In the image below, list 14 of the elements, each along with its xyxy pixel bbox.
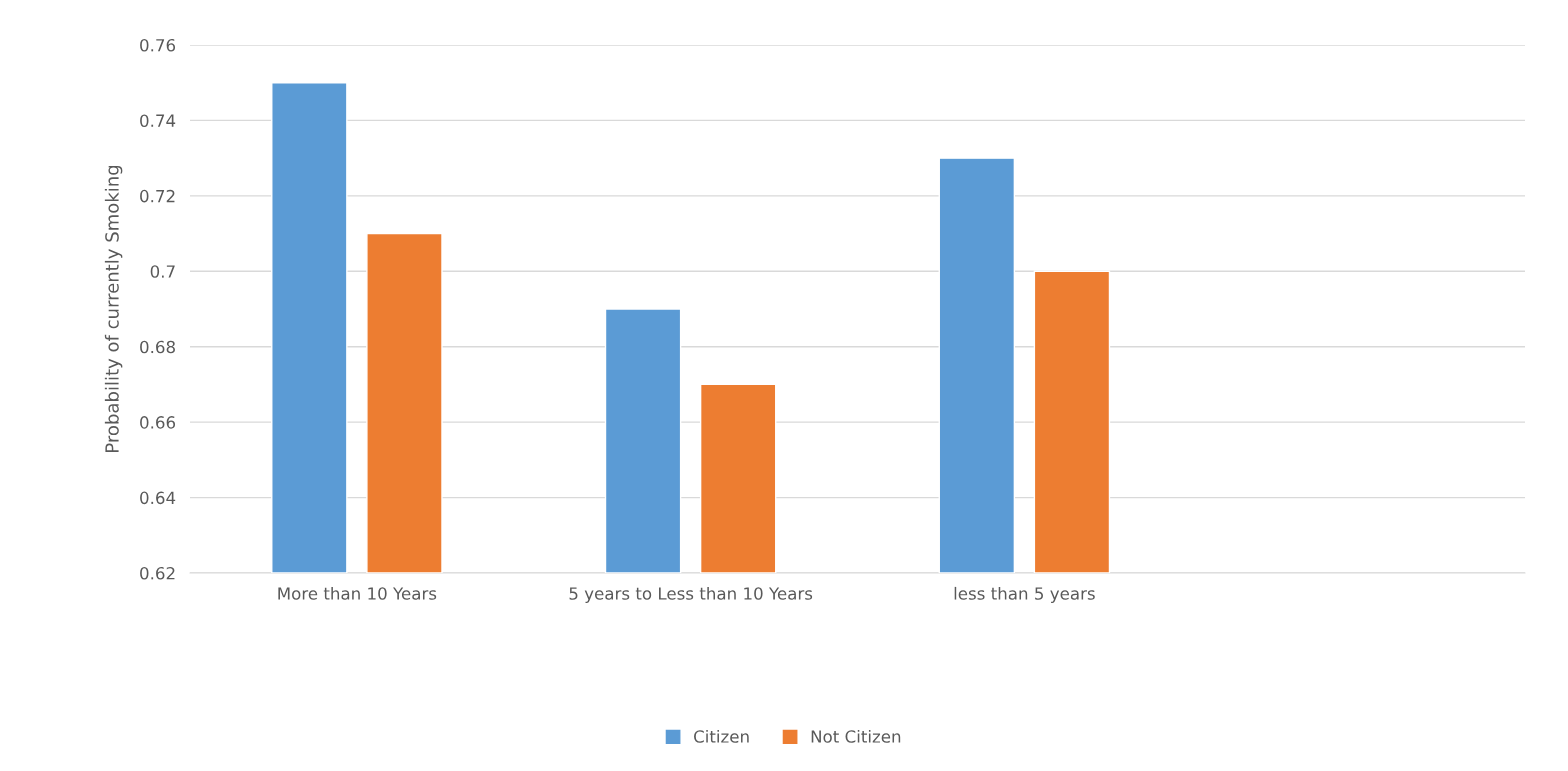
- legend-label: Citizen: [694, 729, 749, 743]
- x-tick-label: less than 5 years: [954, 586, 1095, 604]
- x-tick-label: More than 10 Years: [278, 586, 437, 600]
- y-tick-label: 0.64: [140, 491, 176, 505]
- y-tick-label: 0.66: [140, 416, 176, 429]
- legend-label: Not Citizen: [811, 729, 901, 743]
- y-tick-label: 0.76: [140, 38, 176, 52]
- y-tick-label: 0.74: [140, 114, 176, 127]
- y-tick-label: 0.62: [140, 566, 175, 580]
- x-tick-label: 5 years to Less than 10 Years: [569, 586, 813, 604]
- y-tick-label: 0.68: [140, 340, 175, 354]
- y-tick-label: 0.7: [150, 265, 175, 278]
- y-tick-label: 0.72: [140, 189, 175, 203]
- y-axis-title: Probability of currently Smoking: [104, 165, 123, 452]
